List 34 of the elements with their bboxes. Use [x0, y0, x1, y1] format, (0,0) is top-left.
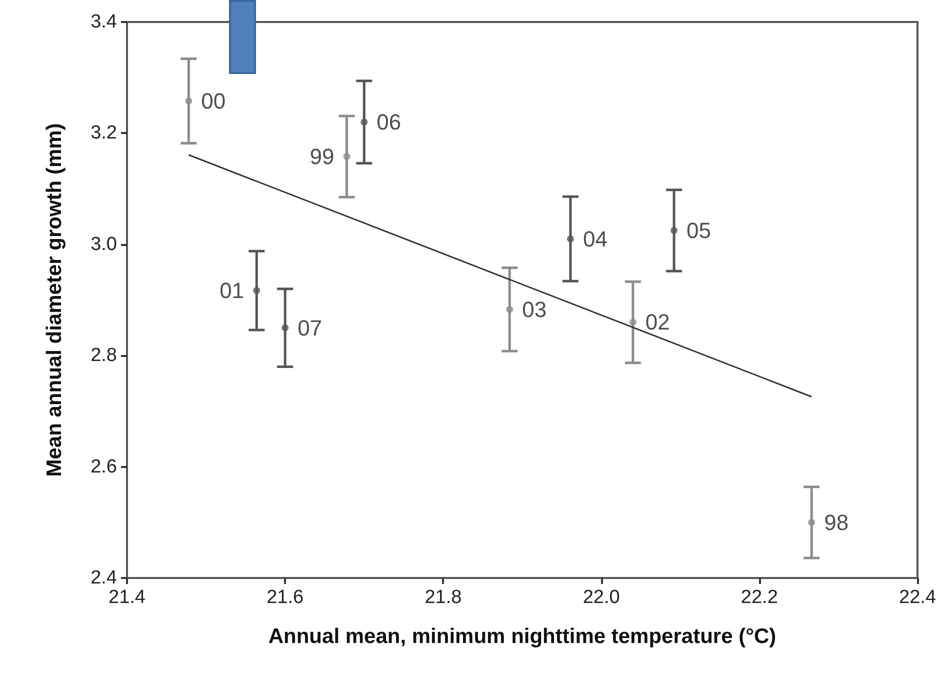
series-label: 03 [522, 296, 547, 322]
y-tick-label: 3.0 [90, 234, 117, 255]
x-tick-label: 21.6 [266, 587, 304, 608]
series-label: 01 [220, 278, 244, 304]
x-tick-label: 22.4 [899, 587, 936, 608]
x-tick-label: 22.0 [582, 587, 620, 608]
y-tick-label: 2.8 [90, 345, 117, 366]
y-axis-title: Mean annual diameter growth (mm) [43, 123, 66, 477]
series-label: 00 [201, 88, 226, 114]
point [670, 227, 678, 234]
point [506, 306, 514, 313]
y-tick-label: 3.4 [90, 12, 118, 32]
series-label: 06 [376, 110, 402, 135]
point [253, 287, 260, 294]
point [282, 324, 289, 332]
point [566, 235, 574, 242]
series-label: 99 [310, 144, 334, 170]
y-tick-label: 2.4 [90, 568, 118, 588]
point [343, 153, 350, 160]
series-label: 07 [298, 315, 322, 340]
x-tick-label: 21.4 [108, 587, 146, 608]
point [360, 118, 368, 126]
x-tick-label: 22.2 [740, 587, 778, 608]
y-tick-label: 3.2 [90, 122, 117, 144]
x-axis-title: Annual mean, minimum nighttime temperature (°C) [268, 625, 776, 648]
point [185, 97, 192, 104]
series-label: 98 [824, 510, 849, 535]
point [629, 318, 636, 326]
x-tick-label: 21.8 [424, 587, 462, 608]
series-label: 04 [582, 226, 608, 252]
series-label: 05 [686, 218, 712, 243]
point [808, 518, 816, 526]
y-tick-label: 2.6 [90, 456, 117, 478]
series-label: 02 [645, 310, 670, 335]
